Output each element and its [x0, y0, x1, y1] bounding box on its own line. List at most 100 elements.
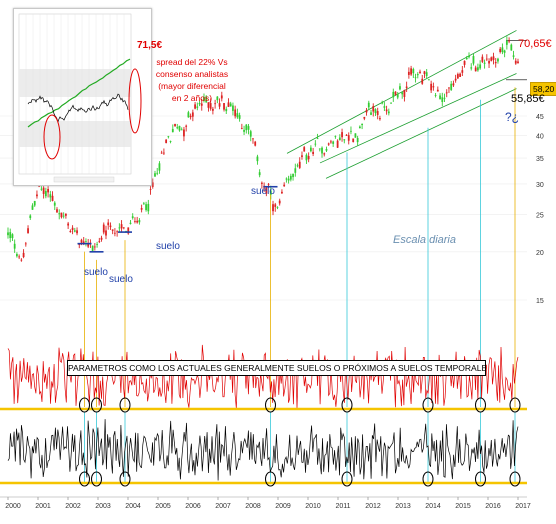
- candle-body: [483, 62, 486, 64]
- candle-body: [497, 58, 499, 62]
- inset-price-label: 71,5€: [137, 40, 163, 51]
- channel-middle-line: [319, 73, 517, 164]
- candle-body: [109, 225, 112, 228]
- y-tick-35: 35: [536, 156, 544, 163]
- candle-body: [256, 156, 259, 162]
- inset-annotation-line-4: en 2 años): [171, 93, 213, 103]
- candle-body: [69, 230, 72, 233]
- inset-circle-right: [128, 68, 142, 134]
- candle-body: [381, 102, 384, 104]
- y-tick-45: 45: [536, 114, 544, 121]
- candle-body: [198, 103, 201, 105]
- candle-body: [236, 113, 239, 118]
- candle-body: [53, 202, 56, 206]
- candle-body: [85, 241, 87, 243]
- candle-body: [42, 187, 45, 194]
- candle-body: [223, 103, 225, 110]
- candle-body: [432, 86, 435, 88]
- x-tick-2011: 2011: [335, 503, 350, 510]
- candle-body: [372, 106, 375, 112]
- candle-body: [169, 141, 172, 142]
- candle-body: [218, 103, 221, 107]
- x-tick-2002: 2002: [65, 503, 81, 510]
- candle-body: [243, 129, 245, 132]
- candle-body: [501, 47, 504, 53]
- candle-body: [365, 110, 368, 113]
- candle-body: [345, 134, 348, 136]
- candle-body: [151, 182, 154, 187]
- x-tick-2005: 2005: [155, 503, 171, 510]
- candle-body: [305, 154, 308, 161]
- candle-body: [180, 129, 183, 131]
- candle-body: [303, 147, 306, 152]
- candle-body: [445, 92, 448, 94]
- suelo-label-4: suelo: [251, 186, 275, 197]
- inset-target-line: [27, 58, 131, 128]
- candle-body: [414, 77, 417, 79]
- candle-body: [71, 227, 74, 230]
- x-tick-2000: 2000: [5, 503, 21, 510]
- candle-body: [387, 111, 390, 114]
- candle-body: [278, 200, 281, 204]
- candle-body: [216, 96, 219, 101]
- candle-body: [410, 68, 413, 75]
- x-tick-2014: 2014: [425, 503, 441, 510]
- inset-canvas: [18, 13, 142, 183]
- candle-body: [347, 135, 350, 141]
- candle-body: [249, 131, 252, 137]
- suelo-label-1: suelo: [84, 267, 108, 278]
- candle-body: [338, 137, 341, 141]
- signal-circle-lower-6: [422, 471, 434, 487]
- candle-body: [129, 222, 132, 224]
- candle-body: [356, 138, 359, 143]
- candle-body: [142, 203, 145, 205]
- inset-circle-left: [43, 114, 61, 160]
- question-label: ?¿: [505, 110, 520, 124]
- candle-body: [93, 246, 96, 248]
- candle-body: [207, 102, 210, 108]
- candle-body: [171, 128, 174, 133]
- signal-circle-lower-4: [265, 471, 276, 487]
- candle-body: [91, 245, 94, 251]
- candle-body: [252, 138, 254, 140]
- candle-body: [292, 173, 294, 178]
- candle-body: [82, 241, 85, 244]
- candle-body: [47, 188, 49, 193]
- candle-body: [73, 230, 76, 232]
- candle-body: [200, 103, 203, 106]
- candle-body: [383, 106, 386, 108]
- candle-body: [44, 190, 47, 197]
- signal-circle-upper-2: [91, 397, 102, 413]
- trend-channel: [286, 30, 527, 179]
- candle-body: [441, 97, 444, 102]
- candle-body: [350, 130, 352, 132]
- candle-body: [385, 109, 388, 112]
- candle-body: [459, 73, 461, 77]
- x-tick-2001: 2001: [35, 503, 51, 510]
- candle-body: [421, 78, 424, 84]
- candle-body: [174, 123, 176, 127]
- candle-body: [492, 56, 495, 60]
- candle-body: [334, 135, 337, 137]
- candle-body: [316, 138, 319, 140]
- candle-body: [439, 95, 441, 100]
- candle-body: [107, 222, 110, 226]
- candle-body: [78, 244, 81, 245]
- parameters-annotation: PARAMETROS COMO LOS ACTUALES GENERALMENT…: [67, 360, 486, 376]
- candle-body: [514, 60, 517, 64]
- candle-body: [227, 102, 230, 107]
- signal-circle-upper-5: [341, 397, 353, 413]
- candle-body: [517, 61, 519, 64]
- x-tick-2010: 2010: [305, 503, 321, 510]
- candle-body: [203, 97, 205, 101]
- candle-body: [247, 126, 250, 130]
- candle-body: [80, 239, 83, 243]
- x-tick-2004: 2004: [125, 503, 141, 510]
- inset-annotation-line-3: (mayor diferencial: [158, 81, 226, 91]
- x-tick-2006: 2006: [185, 503, 201, 510]
- signal-circle-upper-8: [509, 397, 521, 413]
- candle-body: [416, 74, 419, 76]
- candle-body: [13, 243, 16, 249]
- candle-body: [390, 102, 392, 104]
